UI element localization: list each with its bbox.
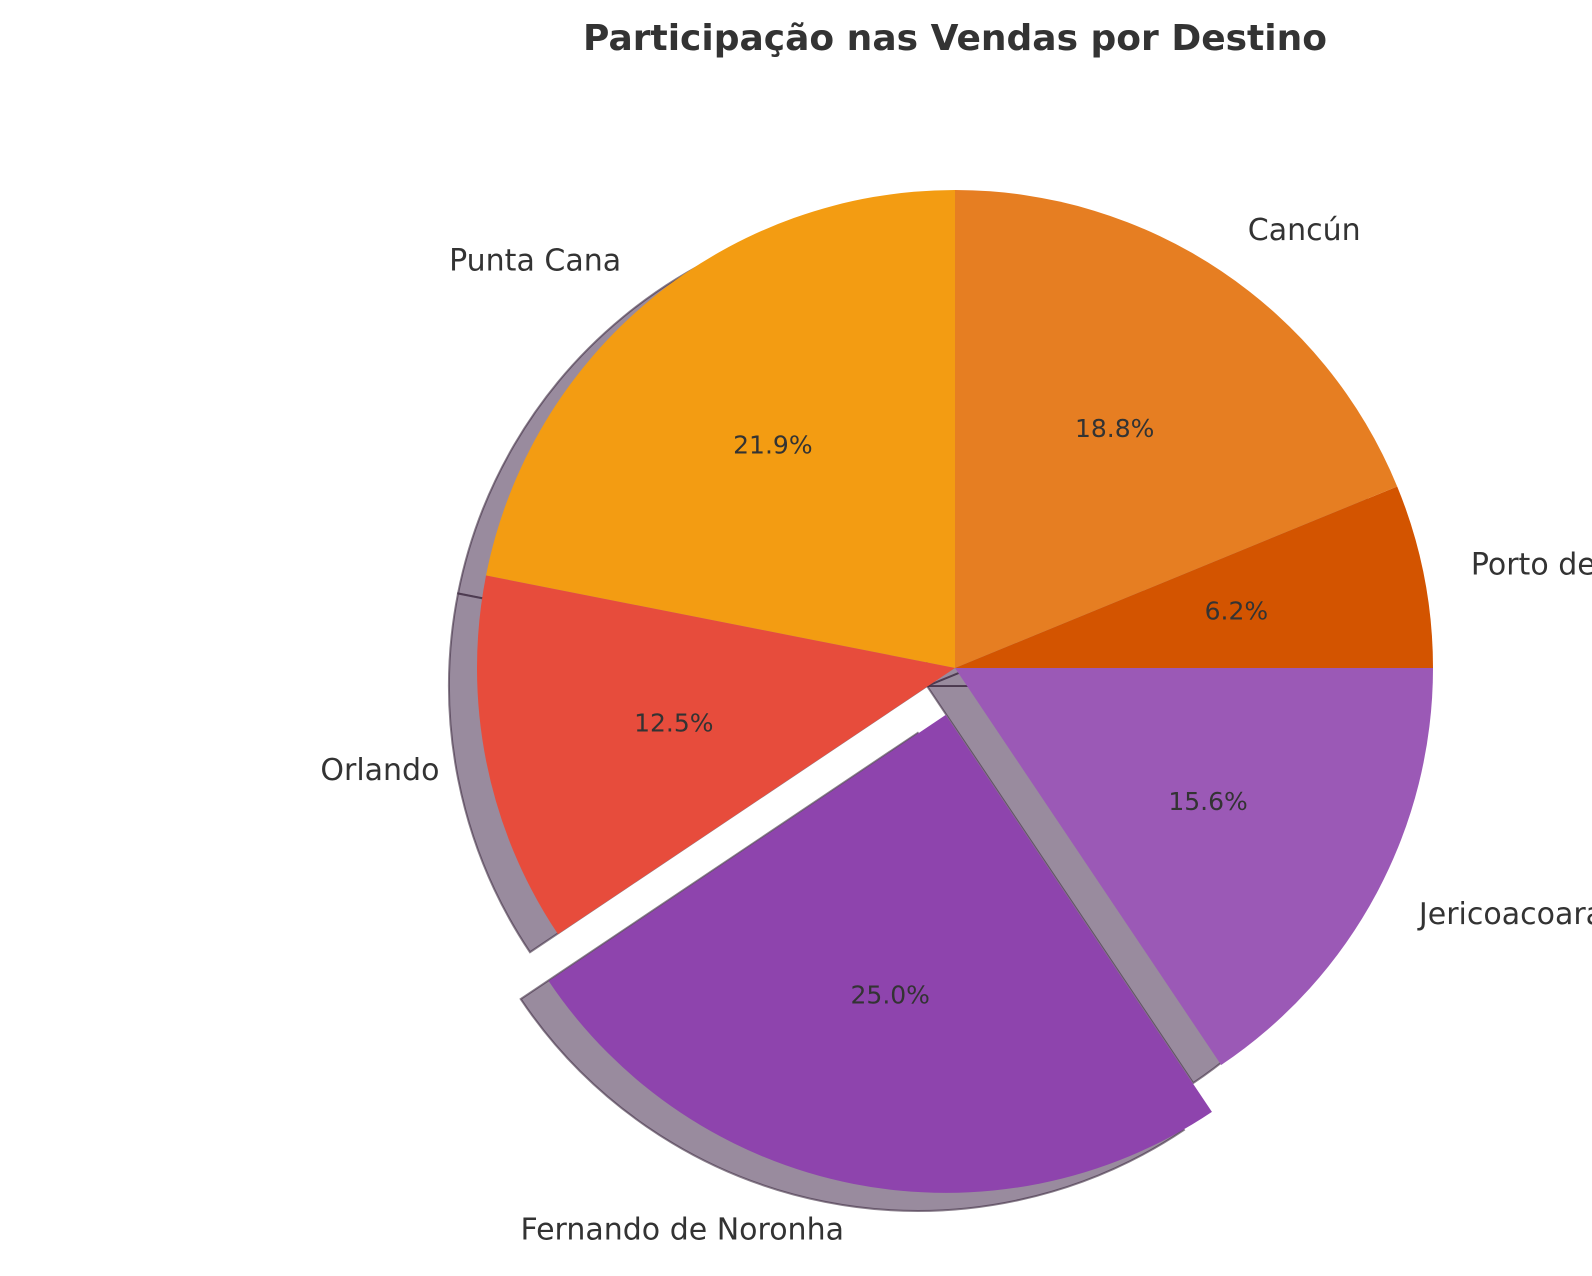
slice-label-porto-de-galinhas: Porto de Galinhas <box>1471 548 1592 583</box>
slice-label-cancun: Cancún <box>1248 213 1361 248</box>
slice-pct-jericoacoara: 15.6% <box>1168 787 1247 816</box>
slice-orlando <box>476 575 955 935</box>
slice-cancun <box>955 190 1398 668</box>
slice-label-jericoacoara: Jericoacoara <box>1417 897 1592 932</box>
slice-porto-de-galinhas <box>955 486 1433 668</box>
chart-title: Participação nas Vendas por Destino <box>583 18 1327 59</box>
slice-pct-porto-de-galinhas: 6.2% <box>1205 596 1269 625</box>
slice-pct-punta-cana: 21.9% <box>733 430 812 459</box>
slice-pct-orlando: 12.5% <box>634 708 713 737</box>
slice-pct-cancun: 18.8% <box>1075 414 1154 443</box>
slice-label-punta-cana: Punta Cana <box>449 243 621 278</box>
slice-punta-cana <box>486 190 955 668</box>
slice-label-orlando: Orlando <box>320 753 439 788</box>
slice-fernando-de-noronha <box>548 714 1212 1193</box>
slice-jericoacoara <box>955 668 1433 1066</box>
slice-label-fernando-de-noronha: Fernando de Noronha <box>520 1212 844 1247</box>
slices <box>476 190 1433 1193</box>
slice-pct-fernando-de-noronha: 25.0% <box>851 980 930 1009</box>
slice-labels: Punta Cana 21.9% Orlando 12.5% Fernando de N… <box>320 213 1592 1247</box>
